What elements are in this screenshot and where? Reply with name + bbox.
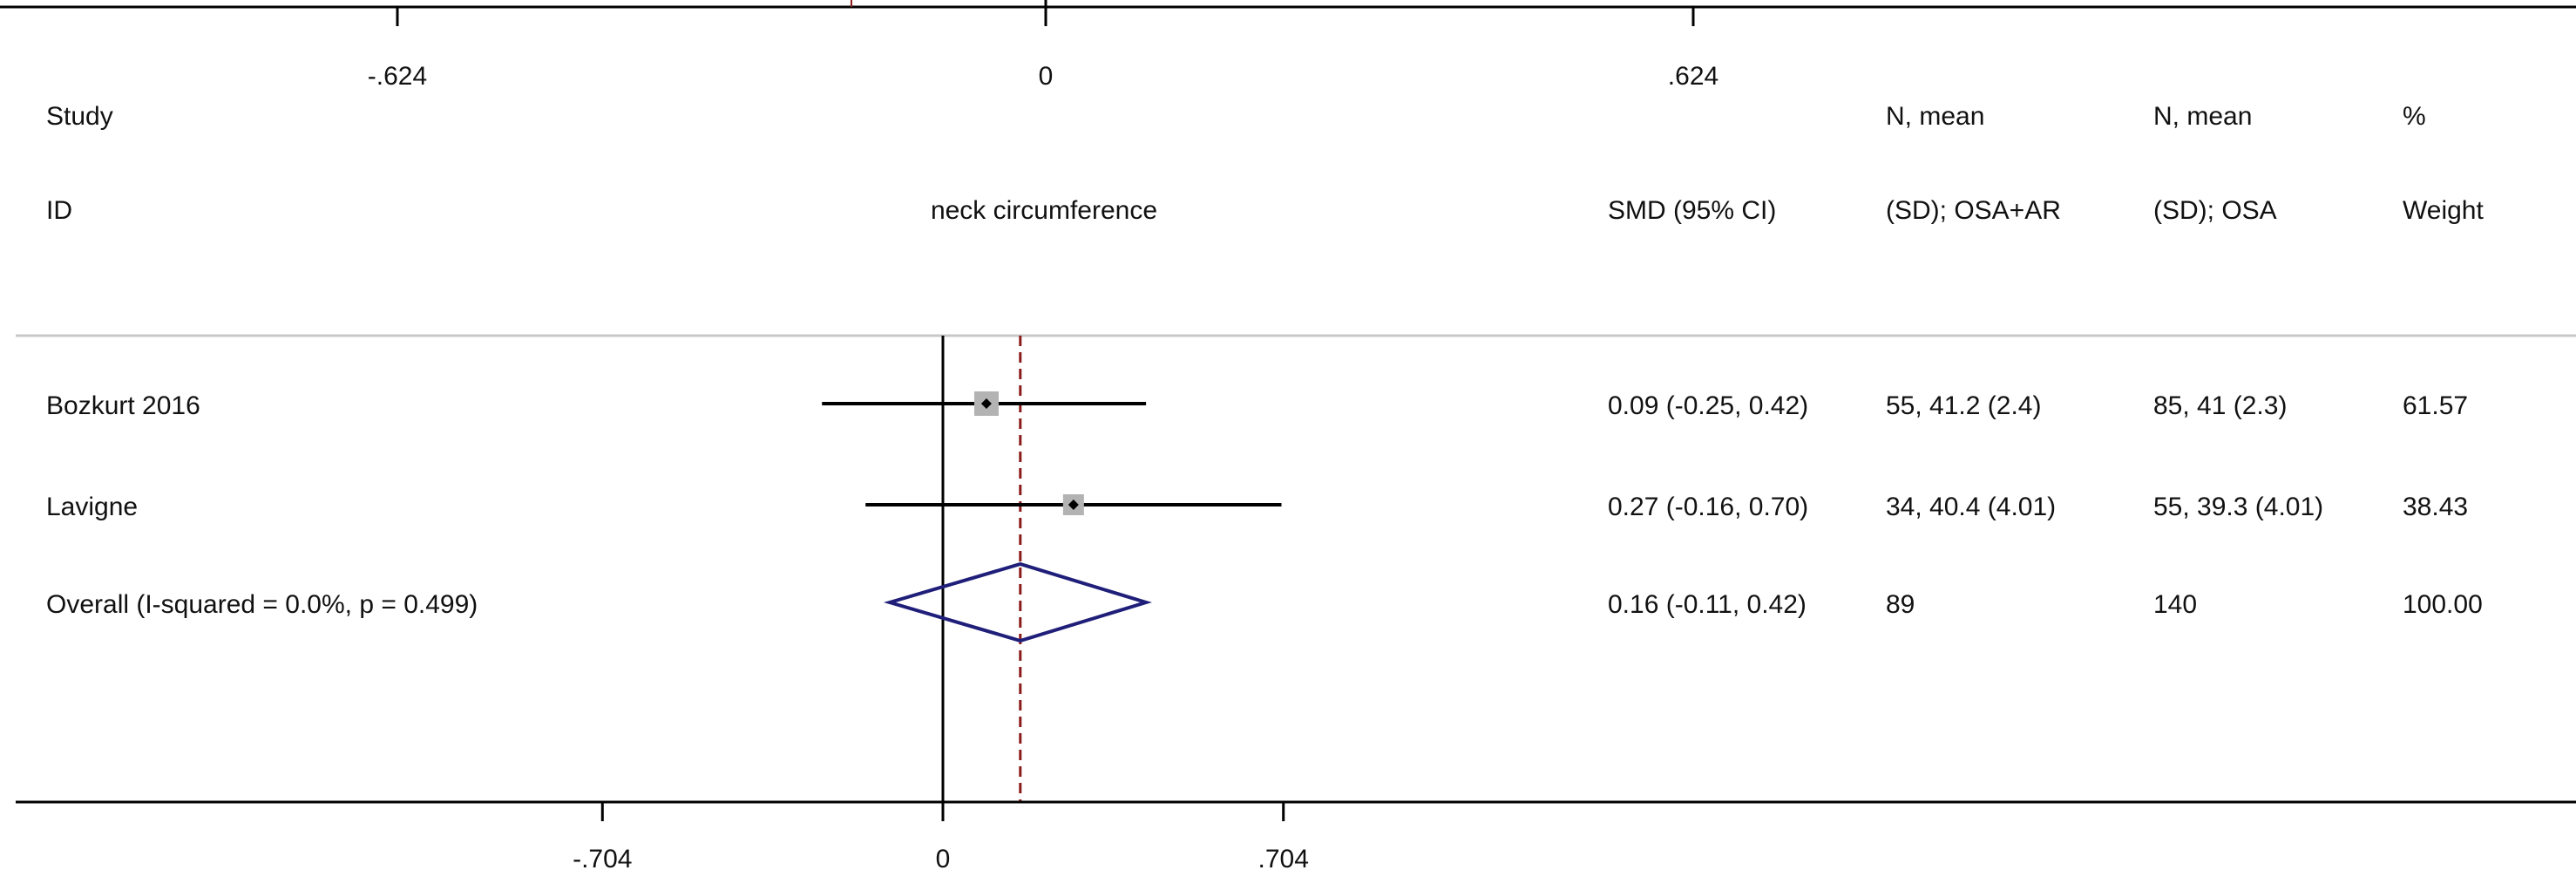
header-smd: SMD (95% CI) [1608,196,1776,225]
n1-bozkurt: 55, 41.2 (2.4) [1886,391,2041,420]
weight-overall: 100.00 [2403,590,2483,619]
header-weight-line1: % [2403,102,2426,131]
n2-lavigne: 55, 39.3 (4.01) [2153,493,2323,521]
header-id: ID [46,196,72,225]
bottom-axis-label-pos: .704 [1258,845,1309,874]
header-outcome: neck circumference [931,196,1157,225]
n2-bozkurt: 85, 41 (2.3) [2153,391,2287,420]
top-axis: -.624 0 .624 [0,0,2576,91]
weight-lavigne: 38.43 [2403,493,2468,521]
overall-label: Overall (I-squared = 0.0%, p = 0.499) [46,590,478,619]
study-row-lavigne [865,494,1282,515]
header-n1-line1: N, mean [1886,102,1984,131]
plot-area [822,336,1282,802]
smd-lavigne: 0.27 (-0.16, 0.70) [1608,493,1808,521]
n1-lavigne: 34, 40.4 (4.01) [1886,493,2056,521]
study-id-lavigne: Lavigne [46,493,138,521]
bottom-axis-label-zero: 0 [936,845,951,874]
smd-bozkurt: 0.09 (-0.25, 0.42) [1608,391,1808,420]
header-n2-line1: N, mean [2153,102,2252,131]
column-headers: Study ID neck circumference SMD (95% CI)… [46,102,2484,225]
n2-overall: 140 [2153,590,2197,619]
header-n1-line2: (SD); OSA+AR [1886,196,2061,225]
header-weight-line2: Weight [2403,196,2484,225]
n1-overall: 89 [1886,590,1915,619]
weight-bozkurt: 61.57 [2403,391,2468,420]
top-axis-label-pos: .624 [1668,62,1718,91]
bottom-axis-label-neg: -.704 [573,845,632,874]
top-axis-label-neg: -.624 [368,62,427,91]
study-id-bozkurt: Bozkurt 2016 [46,391,200,420]
study-row-bozkurt [822,391,1147,416]
study-rows-text: Bozkurt 2016 0.09 (-0.25, 0.42) 55, 41.2… [46,391,2483,619]
bottom-axis: -.704 0 .704 [16,800,2576,874]
point-estimate-lavigne [1068,500,1079,510]
header-study: Study [46,102,113,131]
smd-overall: 0.16 (-0.11, 0.42) [1608,590,1807,619]
point-estimate-bozkurt [980,398,992,409]
overall-diamond [883,561,1152,643]
top-axis-label-zero: 0 [1039,62,1054,91]
header-n2-line2: (SD); OSA [2153,196,2277,225]
